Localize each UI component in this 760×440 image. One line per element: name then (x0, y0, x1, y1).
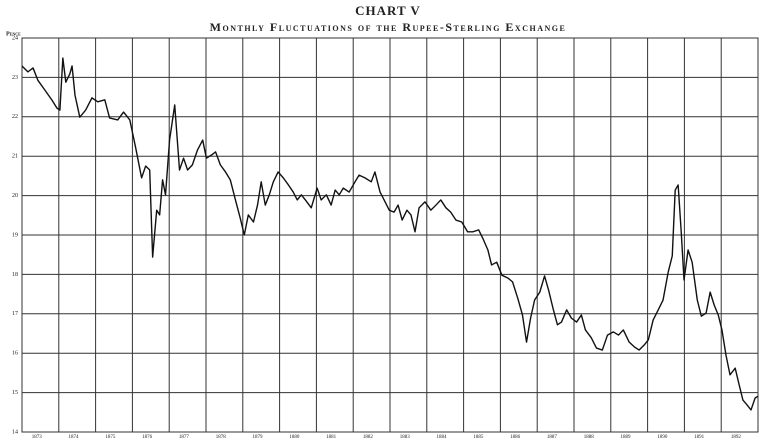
x-tick-label: 1873 (32, 435, 43, 440)
x-tick-label: 1888 (584, 435, 595, 440)
x-tick-label: 1880 (289, 435, 300, 440)
x-tick-label: 1875 (105, 435, 116, 440)
y-tick-label: 23 (12, 75, 18, 81)
x-tick-label: 1891 (694, 435, 705, 440)
x-tick-label: 1887 (547, 435, 558, 440)
y-tick-label: 20 (12, 193, 18, 199)
x-tick-label: 1884 (437, 435, 448, 440)
x-tick-label: 1877 (179, 435, 190, 440)
y-tick-label: 22 (12, 114, 18, 120)
y-tick-label: 17 (12, 311, 18, 317)
x-tick-label: 1882 (363, 435, 374, 440)
chart-subtitle: Monthly Fluctuations of the Rupee-Sterli… (210, 20, 567, 34)
y-tick-label: 18 (12, 272, 18, 278)
x-tick-label: 1883 (400, 435, 411, 440)
y-tick-label: 19 (12, 232, 18, 238)
chart-title: CHART V (355, 3, 421, 18)
y-tick-label: 14 (12, 429, 18, 435)
x-tick-label: 1879 (253, 435, 264, 440)
x-tick-label: 1874 (69, 435, 80, 440)
y-tick-label: 15 (12, 390, 18, 396)
x-tick-label: 1885 (473, 435, 484, 440)
x-tick-label: 1876 (142, 435, 153, 440)
x-tick-label: 1892 (731, 435, 742, 440)
x-tick-label: 1878 (216, 435, 227, 440)
x-tick-label: 1886 (510, 435, 521, 440)
exchange-line (21, 57, 759, 411)
y-axis-label: Pence (6, 31, 21, 37)
plot-border (21, 37, 759, 433)
y-tick-label: 24 (12, 35, 18, 41)
x-tick-label: 1881 (326, 435, 337, 440)
x-tick-label: 1890 (657, 435, 668, 440)
x-tick-label: 1889 (621, 435, 632, 440)
y-tick-label: 21 (12, 154, 18, 160)
y-tick-label: 16 (12, 351, 18, 357)
